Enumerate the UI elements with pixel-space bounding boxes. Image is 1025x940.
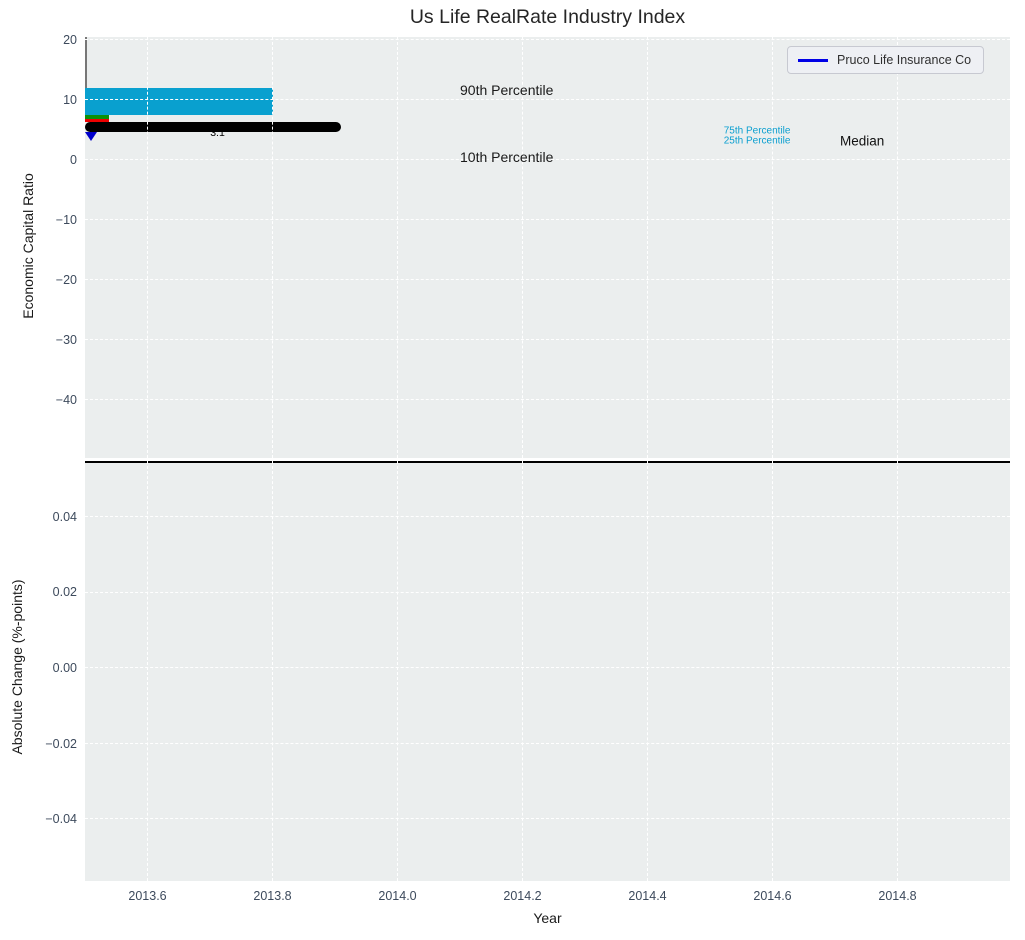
- y-tick-label: −0.02: [45, 736, 77, 751]
- whisker-line: [85, 37, 87, 88]
- gridline-horizontal: [85, 339, 1010, 341]
- y-tick-label: 0.04: [52, 509, 77, 524]
- x-tick-label: 2014.0: [378, 889, 417, 903]
- legend-line-icon: [798, 58, 828, 62]
- y-tick-label: 20: [63, 32, 77, 47]
- x-tick-label: 2014.6: [753, 889, 792, 903]
- gridline-vertical: [146, 461, 148, 881]
- gridline-horizontal: [85, 591, 1010, 593]
- y-tick-label: −0.04: [45, 812, 77, 827]
- top-axes-panel: 3.1 90th Percentile 10th Percentile 75th Pe…: [85, 37, 1010, 458]
- annotation-90th-percentile: 90th Percentile: [460, 81, 554, 98]
- gridline-vertical: [771, 37, 773, 458]
- x-tick-label: 2013.6: [128, 889, 167, 903]
- gridline-vertical: [646, 37, 648, 458]
- gridline-horizontal: [85, 742, 1010, 744]
- gridline-horizontal: [85, 818, 1010, 820]
- annotation-75th-percentile: 75th Percentile: [723, 125, 791, 137]
- gridline-horizontal: [85, 516, 1010, 518]
- y-tick-label: −20: [55, 272, 77, 287]
- gridline-vertical: [896, 37, 898, 458]
- annotation-10th-percentile: 10th Percentile: [460, 149, 554, 166]
- legend-label: Pruco Life Insurance Co: [837, 53, 972, 67]
- y-tick-label: 10: [63, 92, 77, 107]
- y-tick-label: −10: [55, 212, 77, 227]
- gridline-horizontal: [85, 667, 1010, 669]
- gridline-vertical: [521, 37, 523, 458]
- y-tick-label: −40: [55, 392, 77, 407]
- annotation-25th-percentile: 25th Percentile: [723, 135, 791, 147]
- top-y-axis-label: Economic Capital Ratio: [20, 173, 36, 319]
- company-marker-icon: [85, 132, 97, 142]
- gridline-vertical: [271, 37, 273, 458]
- median-line: [85, 122, 342, 133]
- p10-cap: [85, 118, 109, 123]
- zero-line: [85, 461, 1010, 463]
- y-tick-label: −30: [55, 332, 77, 347]
- gridline-horizontal: [85, 99, 1010, 101]
- gridline-horizontal: [85, 39, 1010, 41]
- bottom-axes-panel: [85, 461, 1010, 881]
- x-tick-label: 2014.8: [878, 889, 917, 903]
- gridline-vertical: [646, 461, 648, 881]
- gridline-horizontal: [85, 399, 1010, 401]
- x-tick-label: 2014.2: [503, 889, 542, 903]
- gridline-vertical: [771, 461, 773, 881]
- x-tick-label: 2013.8: [253, 889, 292, 903]
- gridline-vertical: [146, 37, 148, 458]
- x-tick-label: 2014.4: [628, 889, 667, 903]
- y-tick-label: 0.02: [52, 585, 77, 600]
- gridline-vertical: [396, 37, 398, 458]
- y-tick-label: 0.00: [52, 660, 77, 675]
- gridline-vertical: [271, 461, 273, 881]
- iqr-box: [85, 87, 273, 116]
- annotation-median-label: Median: [840, 133, 885, 149]
- legend: Pruco Life Insurance Co: [787, 46, 985, 74]
- gridline-vertical: [896, 461, 898, 881]
- gridline-horizontal: [85, 219, 1010, 221]
- chart-title: Us Life RealRate Industry Index: [409, 6, 686, 28]
- y-tick-label: 0: [70, 152, 77, 167]
- annotation-company-value: 3.1: [210, 126, 225, 139]
- gridline-vertical: [396, 461, 398, 881]
- p90-cap: [85, 115, 109, 119]
- gridline-vertical: [521, 461, 523, 881]
- x-axis-label: Year: [533, 910, 562, 926]
- gridline-horizontal: [85, 159, 1010, 161]
- gridline-horizontal: [85, 279, 1010, 281]
